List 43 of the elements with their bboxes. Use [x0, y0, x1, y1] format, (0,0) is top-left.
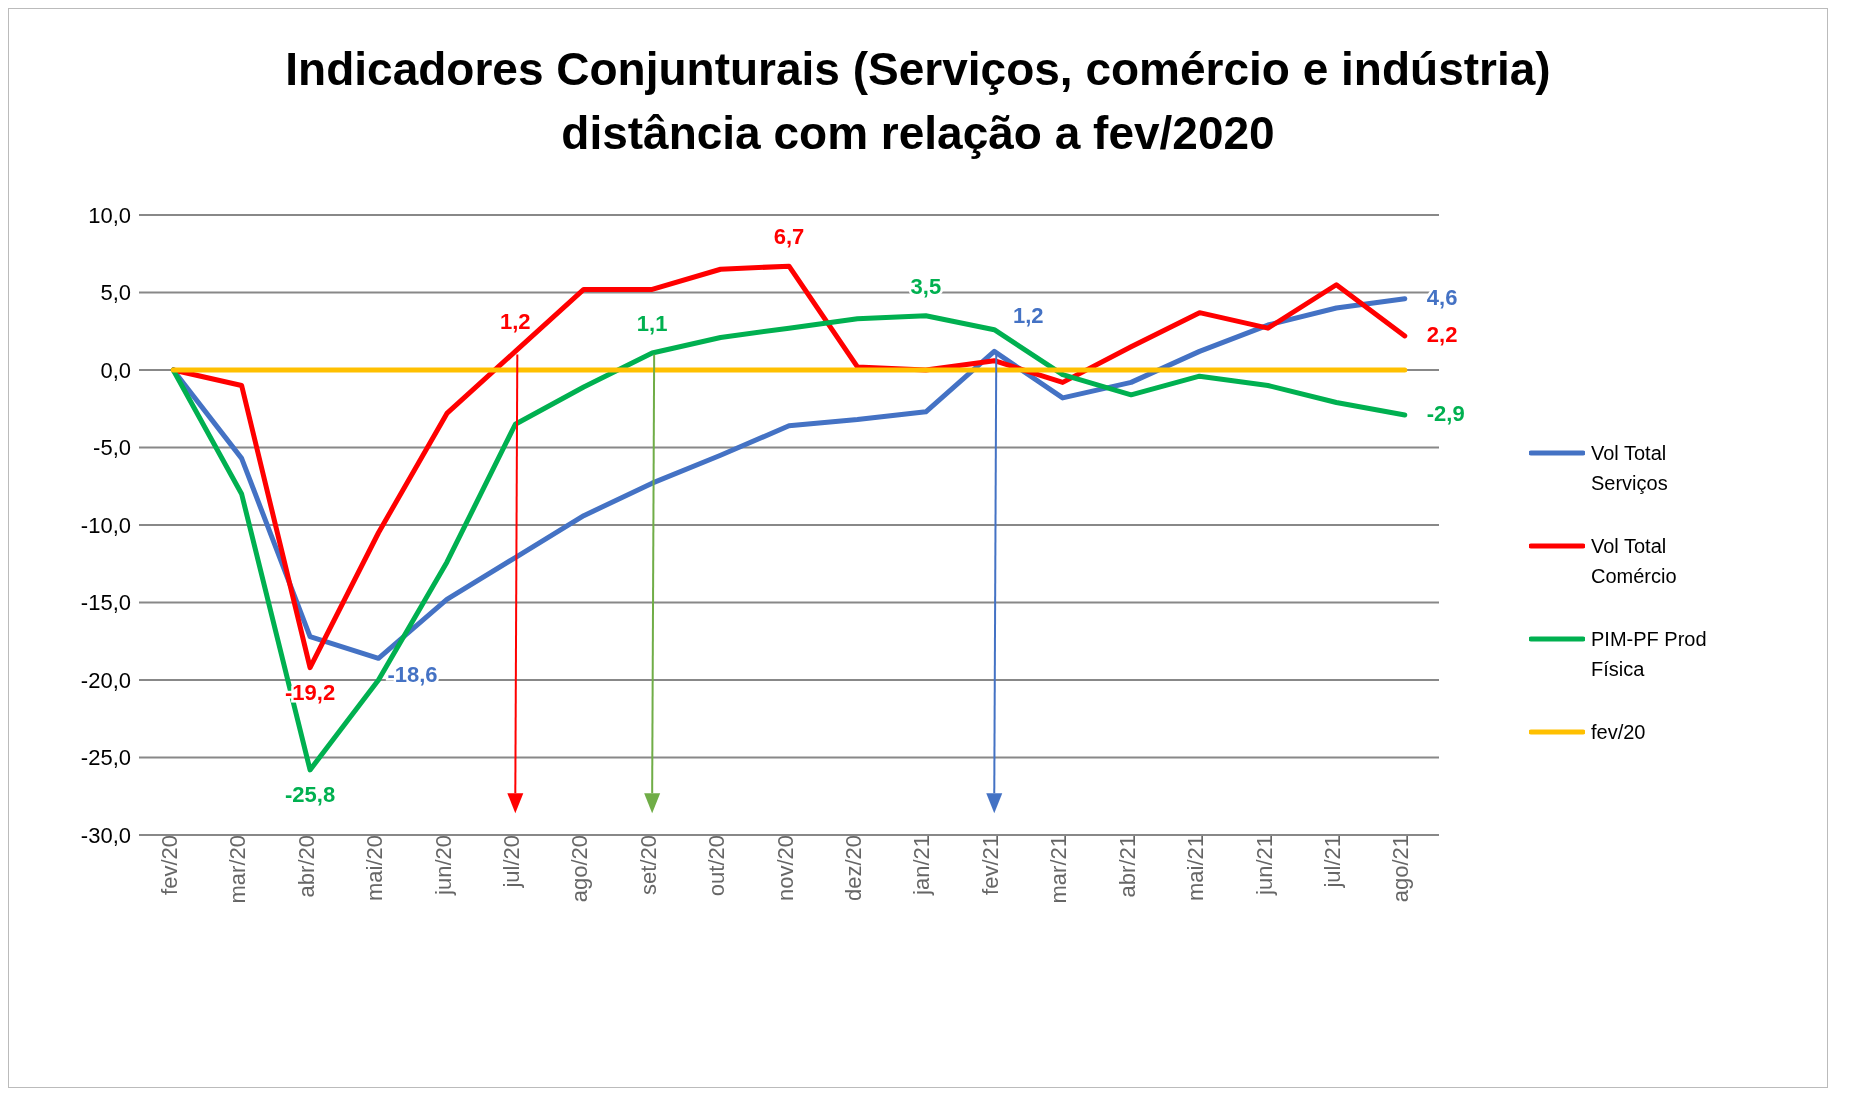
- data-label: 6,7: [773, 224, 805, 250]
- data-label: -2,9: [1426, 400, 1465, 426]
- x-tick-label: mai/20: [362, 835, 388, 902]
- chart-subtitle: distância com relação a fev/2020: [560, 106, 1276, 161]
- legend-label: Vol Total Serviços: [1591, 441, 1669, 496]
- x-tick-label: jan/21: [909, 835, 935, 896]
- y-tick-label: 10,0: [88, 202, 131, 228]
- y-tick-label: -20,0: [80, 667, 131, 693]
- x-tick-label: out/20: [704, 835, 730, 897]
- data-label: 2,2: [1426, 321, 1458, 347]
- y-tick-label: -5,0: [93, 435, 131, 461]
- x-tick-label: ago/20: [567, 835, 593, 903]
- y-tick-label: -15,0: [80, 590, 131, 616]
- x-tick-label: jul/21: [1319, 835, 1345, 889]
- legend-label: fev/20: [1591, 720, 1647, 745]
- y-tick-label: 0,0: [100, 357, 131, 383]
- legend-label: PIM-PF Prod Física: [1591, 627, 1708, 682]
- data-label: 1,2: [500, 309, 531, 335]
- x-tick-label: fev/21: [977, 835, 1003, 895]
- x-tick-label: abr/20: [293, 835, 319, 898]
- data-label: 4,6: [1426, 284, 1458, 310]
- x-tick-label: nov/20: [772, 835, 798, 902]
- chart-title: Indicadores Conjunturais (Serviços, comércio e indústria): [284, 42, 1552, 97]
- data-label: -25,8: [284, 781, 336, 807]
- y-tick-label: -30,0: [80, 822, 131, 848]
- legend-label: Vol Total Comércio: [1591, 534, 1678, 589]
- x-tick-label: mar/21: [1046, 835, 1072, 904]
- x-tick-label: jul/20: [498, 835, 524, 889]
- x-tick-label: mar/20: [225, 835, 251, 904]
- x-tick-label: fev/20: [156, 835, 182, 895]
- x-tick-label: set/20: [635, 835, 661, 895]
- y-tick-label: -25,0: [80, 745, 131, 771]
- x-tick-label: jun/21: [1251, 835, 1277, 896]
- x-tick-label: dez/20: [841, 835, 867, 902]
- y-tick-label: -10,0: [80, 512, 131, 538]
- data-label: 3,5: [910, 273, 942, 299]
- data-label: 1,1: [636, 310, 668, 336]
- x-tick-label: jun/20: [430, 835, 456, 896]
- y-tick-label: 5,0: [100, 280, 131, 306]
- x-tick-label: mai/21: [1183, 835, 1209, 902]
- x-tick-label: ago/21: [1388, 835, 1414, 903]
- x-tick-label: abr/21: [1114, 835, 1140, 898]
- data-label: 1,2: [1012, 303, 1044, 329]
